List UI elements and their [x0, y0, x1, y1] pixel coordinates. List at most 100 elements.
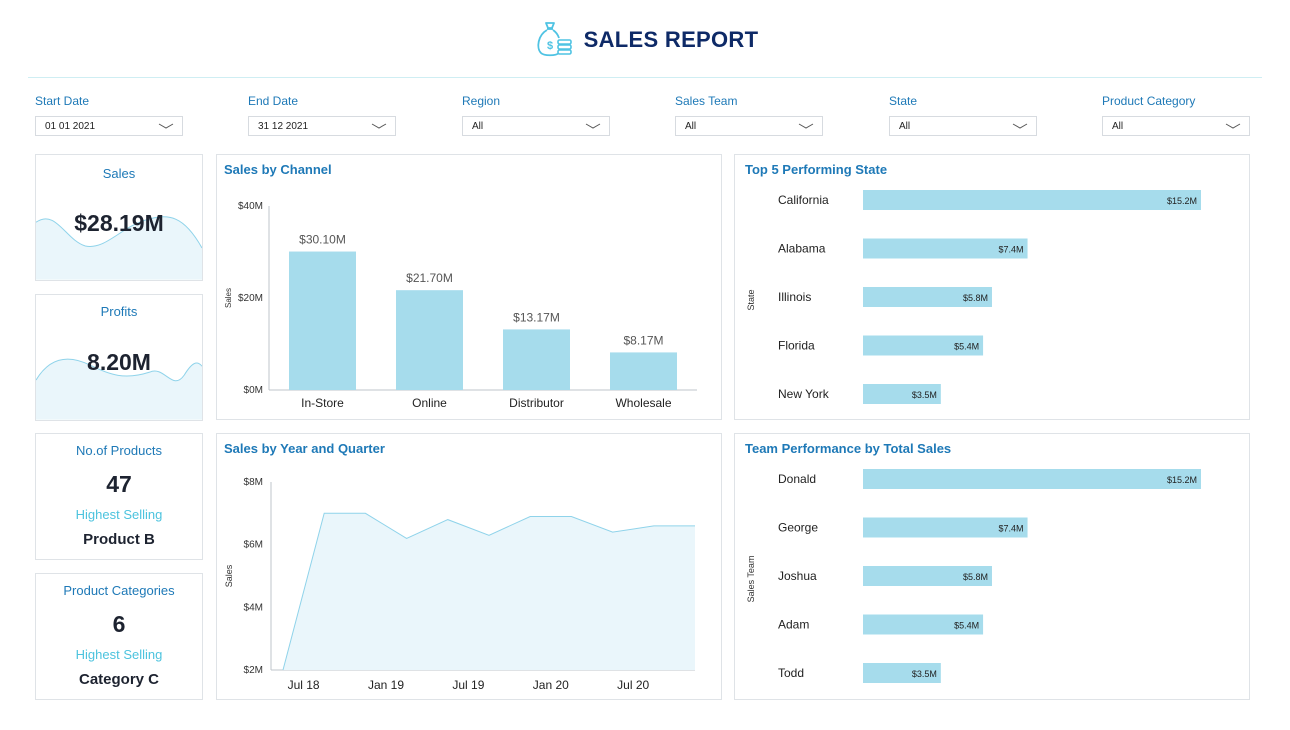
- chevron-down-icon: [1012, 123, 1028, 129]
- filter-label: Region: [462, 94, 501, 108]
- bar-data-label: $5.4M: [954, 342, 979, 352]
- bar-california: [863, 190, 1201, 210]
- categories-kpi-value: 6: [112, 611, 126, 637]
- bar-adam: [863, 614, 984, 635]
- bar-online: [396, 290, 463, 390]
- categories-highest-label: Highest Selling: [75, 647, 163, 662]
- y-axis-label: State: [746, 289, 756, 310]
- filter-label: Sales Team: [675, 94, 738, 108]
- chevron-down-icon: [798, 123, 814, 129]
- products-kpi-card: No.of Products 47 Highest Selling Produc…: [35, 433, 203, 560]
- bar-data-label: $5.4M: [954, 621, 979, 631]
- category-label: Florida: [778, 339, 815, 353]
- bar-todd: [863, 663, 941, 683]
- bar-wholesale: [610, 352, 677, 390]
- bar-alabama: [863, 238, 1028, 259]
- chevron-down-icon: [158, 123, 174, 129]
- y-axis-label: Sales Team: [746, 556, 756, 603]
- bar-data-label: $30.10M: [299, 233, 346, 247]
- y-tick-label: $20M: [238, 293, 263, 304]
- profits-kpi-value: 8.20M: [87, 349, 151, 375]
- bar-florida: [863, 335, 984, 356]
- products-kpi-label: No.of Products: [76, 443, 162, 458]
- x-tick-label: Jul 19: [452, 678, 484, 692]
- filter-value: All: [899, 120, 911, 132]
- filter-value: All: [685, 120, 697, 132]
- money-bag-coins-icon: $: [537, 22, 572, 57]
- bar-data-label: $13.17M: [513, 310, 560, 324]
- filter-value: 01 01 2021: [45, 120, 96, 132]
- bar-data-label: $15.2M: [1167, 475, 1197, 485]
- x-tick-label: Jul 18: [288, 678, 320, 692]
- products-highest-label: Highest Selling: [75, 507, 163, 522]
- x-tick-label: Wholesale: [615, 396, 671, 410]
- product-category-dropdown[interactable]: All: [1102, 116, 1250, 136]
- bar-data-label: $3.5M: [912, 390, 937, 400]
- categories-kpi-card: Product Categories 6 Highest Selling Cat…: [35, 573, 203, 700]
- team-performance-card: Sales Team Donald $15.2M George $7.4M Joshua $…: [734, 433, 1250, 700]
- bar-data-label: $7.4M: [999, 245, 1024, 255]
- region-dropdown[interactable]: All: [462, 116, 610, 136]
- sales-by-channel-title: Sales by Channel: [224, 162, 332, 177]
- x-tick-label: Jan 20: [533, 678, 569, 692]
- y-tick-label: $4M: [244, 602, 263, 613]
- bar-george: [863, 517, 1028, 538]
- bar-donald: [863, 469, 1201, 489]
- state-dropdown[interactable]: All: [889, 116, 1037, 136]
- bar-data-label: $5.8M: [963, 572, 988, 582]
- filter-label: End Date: [248, 94, 299, 108]
- filter-region: Region All: [462, 94, 610, 136]
- header-divider: [28, 77, 1262, 78]
- bar-joshua: [863, 566, 992, 586]
- category-label: Illinois: [778, 290, 811, 304]
- bar-data-label: $21.70M: [406, 271, 453, 285]
- bar-data-label: $7.4M: [999, 524, 1024, 534]
- y-tick-label: $6M: [244, 540, 263, 551]
- bar-illinois: [863, 287, 992, 307]
- y-axis-label: Sales: [224, 564, 234, 587]
- category-label: Alabama: [778, 242, 826, 256]
- start-date-dropdown[interactable]: 01 01 2021: [35, 116, 183, 136]
- filter-sales-team: Sales Team All: [675, 94, 823, 136]
- sales-team-dropdown[interactable]: All: [675, 116, 823, 136]
- category-label: California: [778, 193, 829, 207]
- y-axis-label: Sales: [224, 288, 233, 308]
- category-label: Adam: [778, 618, 809, 632]
- filter-product-category: Product Category All: [1102, 94, 1250, 136]
- sales-area-fill: [283, 513, 695, 670]
- team-performance-title: Team Performance by Total Sales: [745, 441, 952, 456]
- filter-label: Product Category: [1102, 94, 1196, 108]
- bar-data-label: $5.8M: [963, 293, 988, 303]
- sales-kpi-card: Sales $28.19M: [35, 154, 203, 281]
- sales-by-channel-chart: $0M $20M $40M Sales $30.10M In-Store $21.70M On…: [224, 201, 697, 410]
- filter-value: All: [1112, 120, 1124, 132]
- x-tick-label: Online: [412, 396, 447, 410]
- bar-data-label: $15.2M: [1167, 196, 1197, 206]
- bar-data-label: $8.17M: [623, 333, 663, 347]
- products-kpi-value: 47: [106, 471, 132, 497]
- y-tick-label: $0M: [244, 385, 263, 396]
- filter-value: 31 12 2021: [258, 120, 309, 132]
- svg-text:$: $: [547, 40, 553, 52]
- profits-sparkline: [36, 358, 202, 420]
- top-states-title: Top 5 Performing State: [745, 162, 888, 177]
- sales-by-quarter-card: $2M $4M $6M $8M Sales Jul 18 Jan 19 Jul 19 Jan 2…: [216, 433, 722, 700]
- category-label: Donald: [778, 472, 816, 486]
- report-header: $ SALES REPORT: [0, 0, 1290, 78]
- category-label: Todd: [778, 666, 804, 680]
- chevron-down-icon: [1225, 123, 1241, 129]
- x-tick-label: In-Store: [301, 396, 344, 410]
- y-tick-label: $2M: [244, 665, 263, 676]
- sales-kpi-label: Sales: [102, 166, 136, 181]
- top-states-card: State California $15.2M Alabama $7.4M Illinoi…: [734, 154, 1250, 420]
- sales-sparkline: [36, 216, 202, 280]
- profits-kpi-label: Profits: [100, 304, 138, 319]
- sales-kpi-value: $28.19M: [74, 210, 164, 236]
- bar-in-store: [289, 251, 356, 390]
- bar-distributor: [503, 329, 570, 390]
- page-title: SALES REPORT: [583, 27, 759, 52]
- end-date-dropdown[interactable]: 31 12 2021: [248, 116, 396, 136]
- profits-kpi-card: Profits 8.20M: [35, 294, 203, 421]
- products-highest-value: Product B: [83, 531, 155, 548]
- top-states-chart: State California $15.2M Alabama $7.4M Illinoi…: [746, 190, 1201, 404]
